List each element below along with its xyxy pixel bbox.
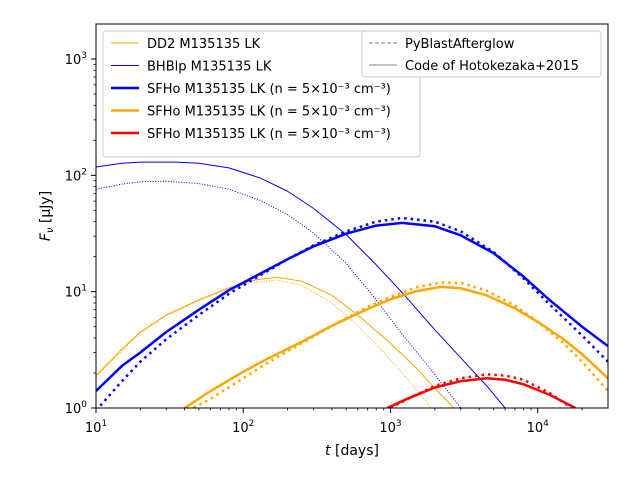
- x-tick-label: 101: [85, 419, 107, 436]
- y-axis-label: Fν [μJy]: [38, 191, 56, 241]
- series-line-4: [96, 180, 462, 408]
- series-line-1: [96, 276, 455, 408]
- legend-left-label: SFHo M135135 LK (n = 5×10⁻³ cm⁻³): [147, 105, 391, 120]
- legend-left-label: SFHo M135135 LK (n = 5×10⁻³ cm⁻³): [147, 127, 391, 142]
- legend-right: PyBlastAfterglow Code of Hotokezaka+2015: [361, 30, 602, 78]
- series-line-9: [386, 377, 576, 408]
- series-line-5: [96, 221, 608, 392]
- legend-right-label: Code of Hotokezaka+2015: [405, 59, 579, 74]
- legend-left-label: BHBlp M135135 LK: [147, 60, 272, 75]
- legend-left-label: DD2 M135135 LK: [147, 37, 261, 52]
- x-axis-label: t [days]: [325, 443, 379, 459]
- series-line-6: [96, 216, 608, 408]
- legend-left: DD2 M135135 LK BHBlp M135135 LK SFHo M1351…: [102, 30, 421, 158]
- y-tick-label: 100: [65, 400, 88, 417]
- x-tick-label: 104: [527, 419, 550, 436]
- y-tick-label: 103: [65, 51, 87, 68]
- plot-frame: [95, 23, 609, 409]
- legend-left-label: SFHo M135135 LK (n = 5×10⁻³ cm⁻³): [147, 82, 391, 97]
- legend-left-box: [102, 30, 421, 158]
- series-layer: [96, 161, 608, 408]
- series-line-10: [389, 373, 573, 408]
- series-line-7: [183, 285, 608, 408]
- series-line-3: [96, 161, 506, 408]
- legend-right-label: PyBlastAfterglow: [405, 37, 515, 52]
- legend-right-box: [361, 30, 602, 78]
- x-tick-label: 103: [379, 419, 401, 436]
- x-tick-label: 102: [232, 419, 254, 436]
- ticks-layer: 101 102 103 104 100 101 102 103: [65, 51, 583, 436]
- y-tick-label: 102: [65, 167, 87, 184]
- series-line-8: [190, 281, 608, 408]
- y-tick-label: 101: [65, 284, 87, 301]
